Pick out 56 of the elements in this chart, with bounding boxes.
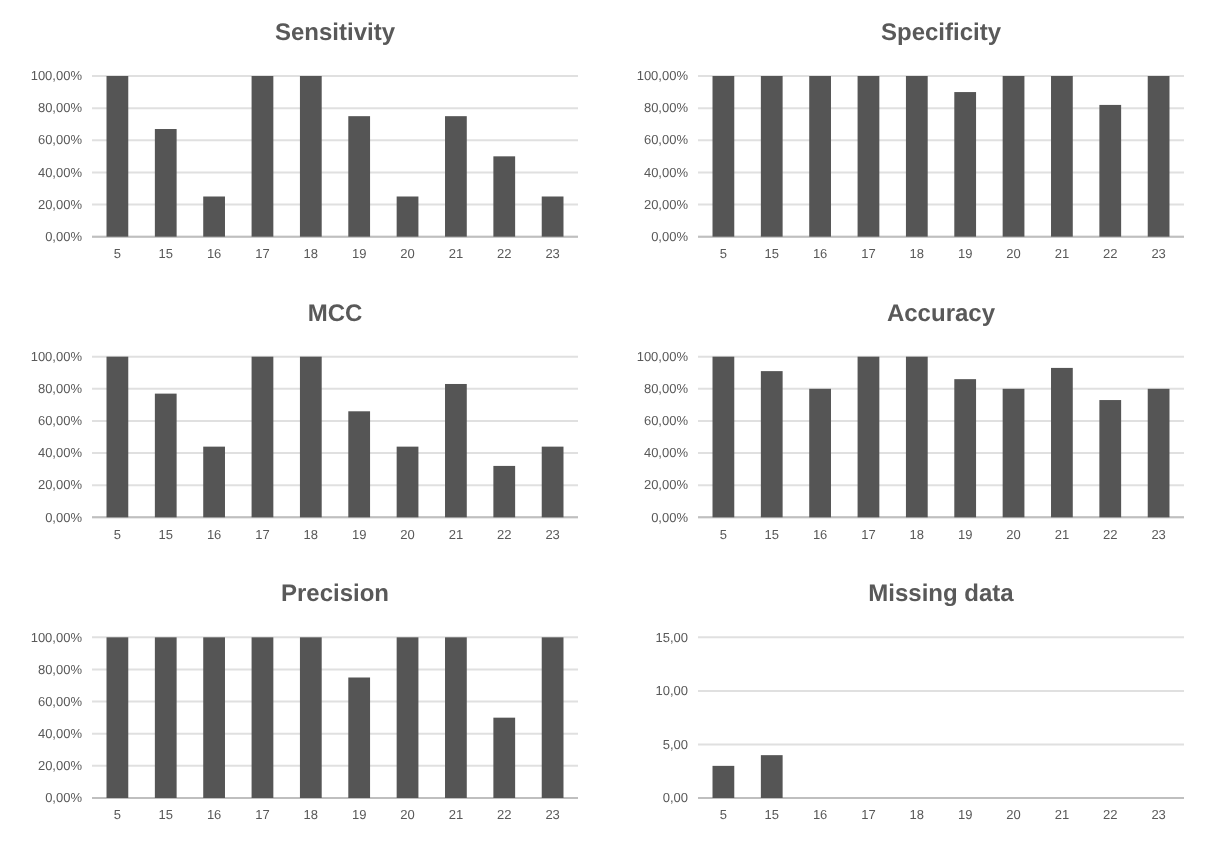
- bar: [954, 92, 977, 237]
- bar: [445, 383, 467, 518]
- bar: [348, 411, 371, 518]
- bar: [348, 116, 371, 237]
- bar: [299, 637, 322, 798]
- bar: [203, 446, 225, 518]
- bar: [154, 393, 177, 518]
- bar: [396, 196, 419, 237]
- bar: [348, 677, 371, 798]
- bar: [541, 637, 564, 798]
- bar: [1002, 76, 1025, 237]
- bar: [203, 196, 225, 237]
- bar: [857, 356, 880, 518]
- bar: [251, 76, 274, 237]
- bar: [154, 637, 177, 798]
- bar: [396, 637, 419, 798]
- bar: [712, 76, 735, 237]
- bar: [760, 76, 783, 237]
- chart-title: Specificity: [880, 18, 1002, 46]
- bar: [905, 76, 928, 237]
- bar: [493, 717, 516, 798]
- bar: [954, 379, 977, 518]
- chart-title: MCC: [307, 298, 363, 327]
- bar: [445, 116, 467, 237]
- bar: [1099, 104, 1122, 237]
- chart-title: Accuracy: [886, 298, 996, 327]
- bar: [106, 356, 129, 518]
- bar: [1099, 400, 1122, 518]
- bar: [154, 129, 177, 237]
- bar: [1051, 367, 1073, 518]
- bar: [445, 637, 467, 798]
- bar: [299, 356, 322, 518]
- bar: [1051, 76, 1073, 237]
- bar: [251, 356, 274, 518]
- chart-title: Missing data: [868, 579, 1015, 608]
- bar: [299, 76, 322, 237]
- bar: [106, 637, 129, 798]
- bar: [493, 156, 516, 237]
- bar: [203, 637, 225, 798]
- bar: [905, 356, 928, 518]
- bar: [106, 76, 129, 237]
- bar: [857, 76, 880, 237]
- bar: [712, 356, 735, 518]
- bar: [396, 446, 419, 518]
- bar: [541, 196, 564, 237]
- bar: [493, 465, 516, 518]
- bar: [760, 371, 783, 518]
- bar: [1002, 388, 1025, 518]
- bar: [809, 76, 831, 237]
- bar: [541, 446, 564, 518]
- chart-title: Sensitivity: [274, 18, 396, 46]
- bar: [1147, 76, 1170, 237]
- bar: [809, 388, 831, 518]
- bar: [251, 637, 274, 798]
- bar: [1147, 388, 1170, 518]
- chart-title: Precision: [280, 579, 390, 608]
